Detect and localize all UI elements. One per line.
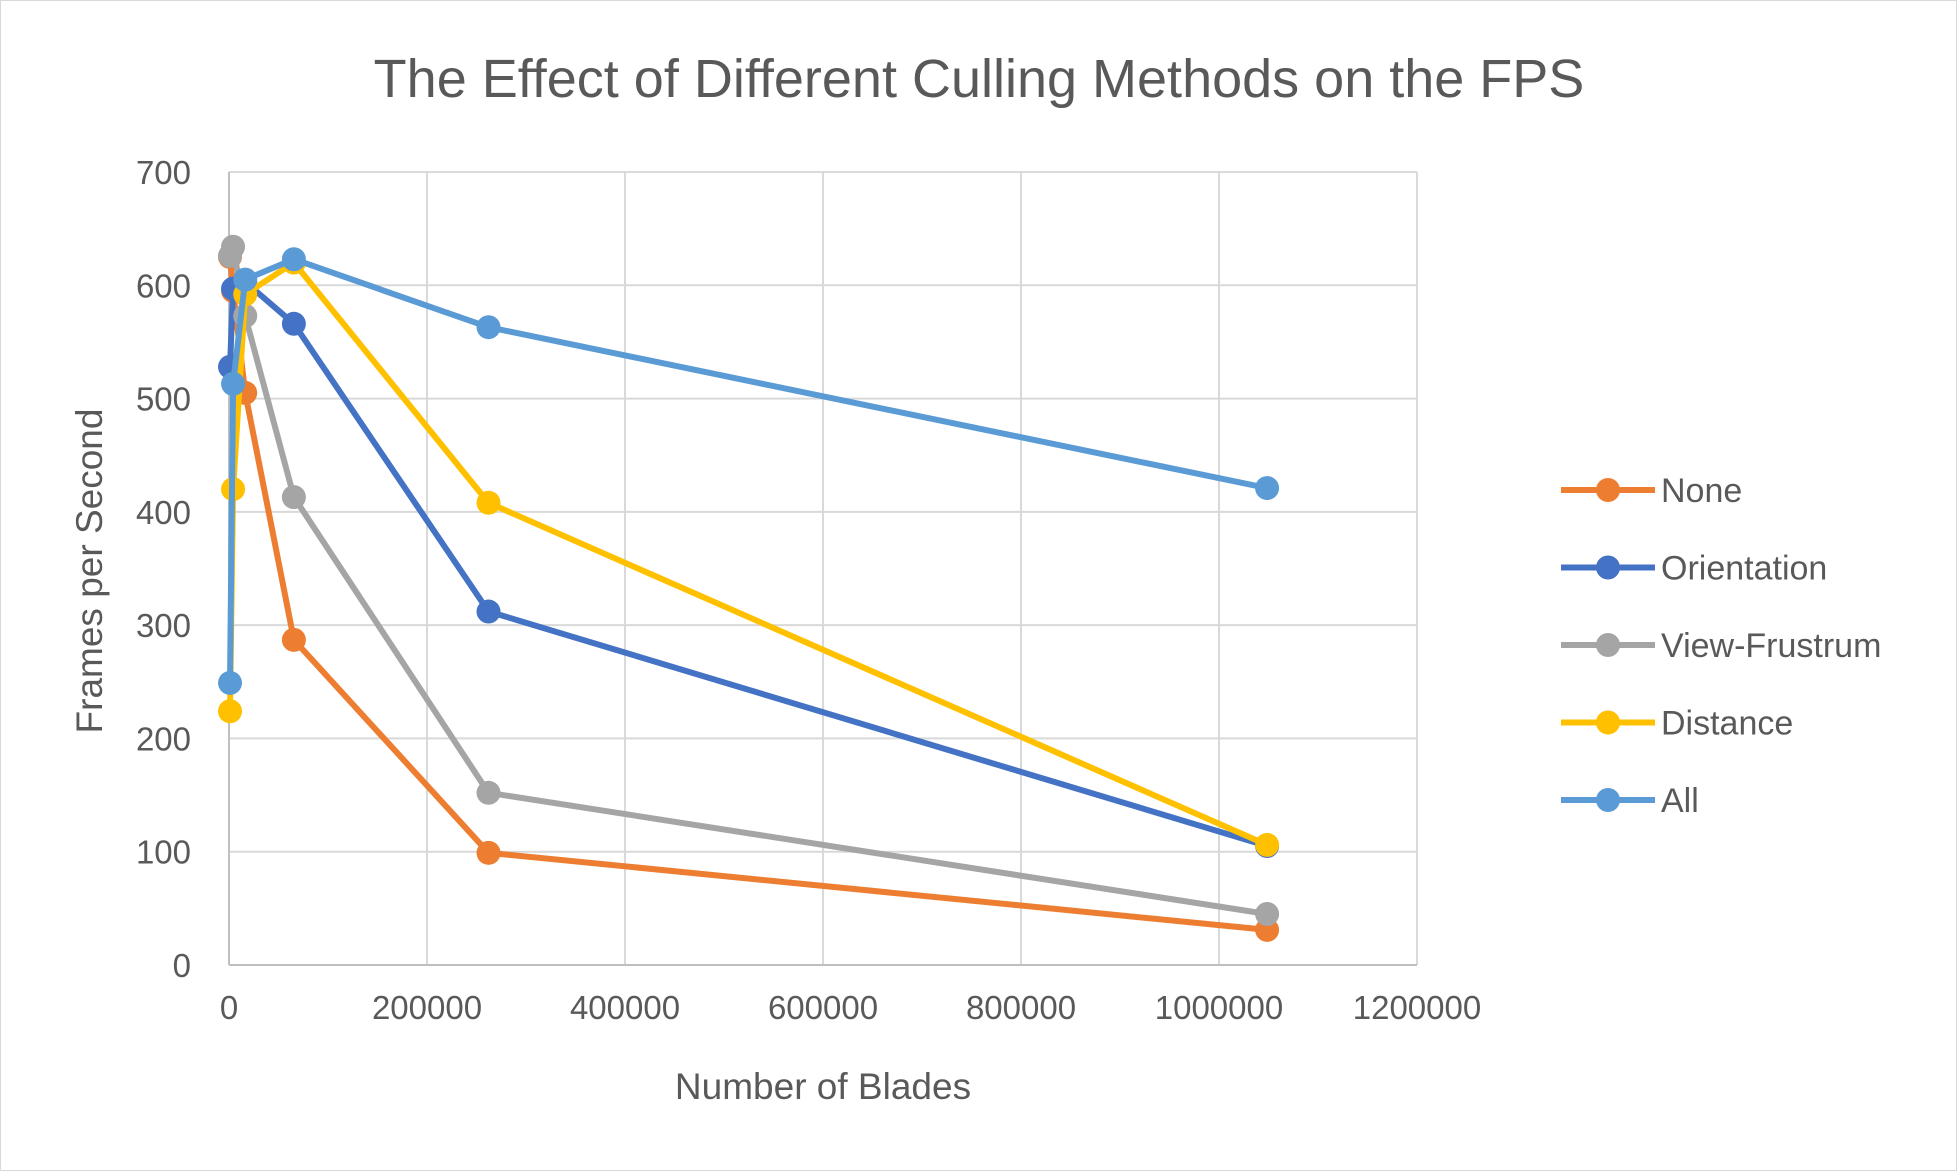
series-none xyxy=(218,244,1280,942)
data-point xyxy=(476,490,501,515)
y-tick-label: 300 xyxy=(136,607,191,644)
data-point xyxy=(281,311,306,336)
legend-item-orientation: Orientation xyxy=(1561,550,1827,588)
legend-item-none: None xyxy=(1561,472,1742,510)
x-tick-label: 1200000 xyxy=(1353,989,1481,1026)
y-tick-label: 500 xyxy=(136,381,191,418)
legend-label: All xyxy=(1661,782,1699,820)
x-tick-label: 200000 xyxy=(372,989,482,1026)
data-point xyxy=(1255,832,1280,857)
data-point xyxy=(476,840,501,865)
y-tick-label: 700 xyxy=(136,154,191,191)
data-point xyxy=(281,627,306,652)
legend: None Orientation View-Frustrum Distance All xyxy=(1561,472,1881,820)
y-tick-label: 400 xyxy=(136,494,191,531)
legend-item-view-frustrum: View-Frustrum xyxy=(1561,627,1881,665)
data-point xyxy=(218,699,243,724)
x-tick-label: 600000 xyxy=(768,989,878,1026)
legend-item-all: All xyxy=(1561,782,1699,820)
series-all xyxy=(218,247,1280,695)
legend-swatch-marker xyxy=(1596,788,1620,812)
x-tick-label: 800000 xyxy=(966,989,1076,1026)
y-tick-label: 600 xyxy=(136,267,191,304)
legend-swatch-marker xyxy=(1596,555,1620,580)
data-point xyxy=(476,315,501,340)
series-view-frustrum xyxy=(218,234,1280,927)
data-point xyxy=(281,485,306,510)
data-point xyxy=(476,780,501,805)
series-orientation xyxy=(218,269,1280,859)
x-tick-label: 1000000 xyxy=(1155,989,1283,1026)
series-distance xyxy=(218,250,1280,857)
series-line-orientation xyxy=(227,278,1271,849)
data-point xyxy=(233,267,258,292)
x-tick-label: 0 xyxy=(220,989,238,1026)
legend-swatch-marker xyxy=(1596,633,1620,657)
y-tick-label: 0 xyxy=(173,947,191,984)
data-point xyxy=(221,234,246,259)
legend-label: Orientation xyxy=(1661,550,1827,588)
legend-item-distance: Distance xyxy=(1561,705,1793,743)
y-axis-label: Frames per Second xyxy=(69,409,110,734)
series-line-none xyxy=(227,254,1271,933)
legend-label: View-Frustrum xyxy=(1661,627,1881,665)
chart-title: The Effect of Different Culling Methods … xyxy=(374,49,1585,109)
x-tick-label: 400000 xyxy=(570,989,680,1026)
legend-swatch-marker xyxy=(1596,478,1620,502)
series-line-distance xyxy=(227,259,1271,848)
data-point xyxy=(476,599,501,624)
legend-swatch-marker xyxy=(1596,710,1620,735)
data-point xyxy=(1255,902,1280,927)
legend-label: None xyxy=(1661,472,1742,510)
series-line-all xyxy=(227,256,1271,686)
series-line-view-frustrum xyxy=(227,243,1271,917)
y-tick-label: 100 xyxy=(136,834,191,871)
data-point xyxy=(1255,476,1280,501)
axes: 0 100 200 300 400 500 600 700 0 200000 400000 60000… xyxy=(136,154,1481,1026)
series-group xyxy=(218,234,1280,942)
legend-label: Distance xyxy=(1661,705,1793,743)
x-axis-label: Number of Blades xyxy=(675,1066,971,1107)
data-point xyxy=(281,247,306,272)
data-point xyxy=(221,371,246,396)
y-tick-label: 200 xyxy=(136,720,191,757)
data-point xyxy=(218,670,243,695)
